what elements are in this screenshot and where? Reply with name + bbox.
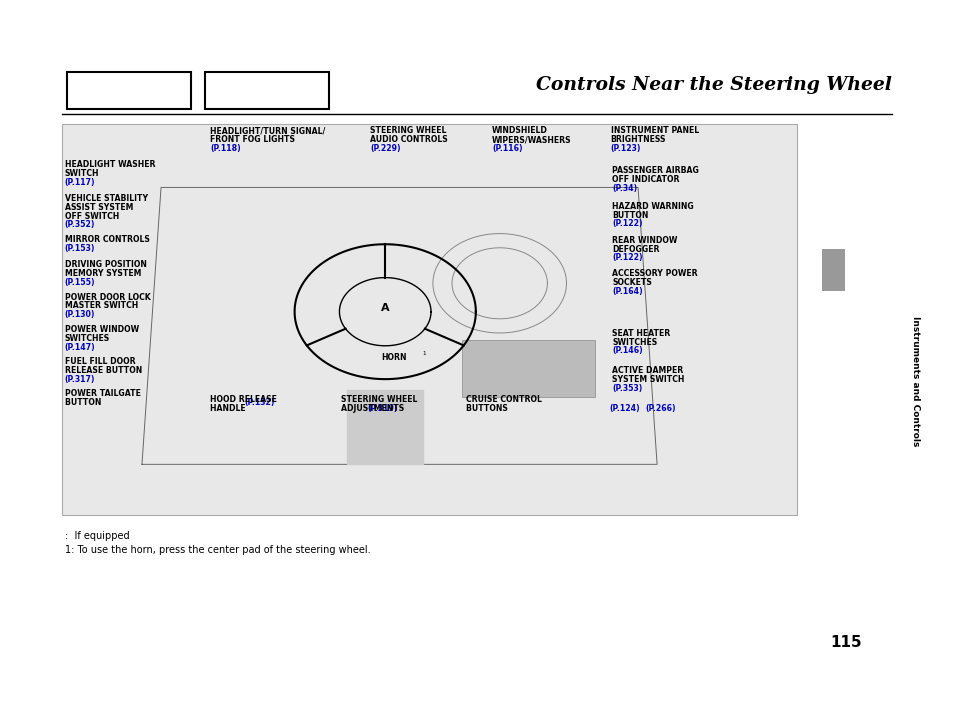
Text: RELEASE BUTTON: RELEASE BUTTON xyxy=(65,366,142,375)
Text: SWITCHES: SWITCHES xyxy=(65,334,110,343)
Text: STEERING WHEEL: STEERING WHEEL xyxy=(370,126,446,136)
Text: (P.122): (P.122) xyxy=(612,219,642,229)
Text: 1: 1 xyxy=(422,351,426,356)
Text: (P.266): (P.266) xyxy=(644,405,675,413)
Text: DRIVING POSITION: DRIVING POSITION xyxy=(65,260,147,269)
Text: MASTER SWITCH: MASTER SWITCH xyxy=(65,301,138,310)
Text: (P.155): (P.155) xyxy=(65,278,95,287)
Text: INSTRUMENT PANEL: INSTRUMENT PANEL xyxy=(610,126,698,136)
Text: (P.317): (P.317) xyxy=(65,375,95,384)
Text: Controls Near the Steering Wheel: Controls Near the Steering Wheel xyxy=(536,76,891,94)
Text: BUTTON: BUTTON xyxy=(612,210,648,219)
Text: SOCKETS: SOCKETS xyxy=(612,278,652,287)
Text: (P.164): (P.164) xyxy=(612,287,642,296)
Text: (P.353): (P.353) xyxy=(612,384,642,393)
Text: 1: To use the horn, press the center pad of the steering wheel.: 1: To use the horn, press the center pad… xyxy=(65,545,370,555)
Bar xyxy=(461,340,595,397)
Text: HANDLE: HANDLE xyxy=(210,405,248,413)
Text: OFF SWITCH: OFF SWITCH xyxy=(65,212,119,221)
Text: SWITCHES: SWITCHES xyxy=(612,337,657,346)
Text: POWER WINDOW: POWER WINDOW xyxy=(65,325,139,334)
Text: (P.122): (P.122) xyxy=(612,253,642,263)
Text: (P.116): (P.116) xyxy=(492,144,522,153)
Text: ASSIST SYSTEM: ASSIST SYSTEM xyxy=(65,203,133,212)
Text: SWITCH: SWITCH xyxy=(65,168,99,178)
Text: POWER DOOR LOCK: POWER DOOR LOCK xyxy=(65,293,151,302)
Bar xyxy=(62,124,796,515)
Text: (P.229): (P.229) xyxy=(370,144,400,153)
Text: STEERING WHEEL: STEERING WHEEL xyxy=(340,395,416,405)
Text: HORN: HORN xyxy=(381,353,407,362)
Text: (P.132): (P.132) xyxy=(244,398,274,407)
Text: DEFOGGER: DEFOGGER xyxy=(612,244,659,253)
Text: :  If equipped: : If equipped xyxy=(65,531,130,541)
Text: BUTTONS: BUTTONS xyxy=(465,405,510,413)
Text: A: A xyxy=(380,303,389,313)
Text: (P.118): (P.118) xyxy=(210,144,240,153)
Text: SEAT HEATER: SEAT HEATER xyxy=(612,329,670,338)
Text: POWER TAILGATE: POWER TAILGATE xyxy=(65,389,141,398)
Text: SYSTEM SWITCH: SYSTEM SWITCH xyxy=(612,375,684,384)
Text: MEMORY SYSTEM: MEMORY SYSTEM xyxy=(65,268,141,278)
Text: HAZARD WARNING: HAZARD WARNING xyxy=(612,202,694,211)
Text: FRONT FOG LIGHTS: FRONT FOG LIGHTS xyxy=(210,135,294,144)
Bar xyxy=(821,248,844,291)
Text: ACCESSORY POWER: ACCESSORY POWER xyxy=(612,269,698,278)
Bar xyxy=(67,72,191,109)
Text: BUTTON: BUTTON xyxy=(65,398,107,407)
Text: HEADLIGHT WASHER: HEADLIGHT WASHER xyxy=(65,160,155,169)
Text: (P.34): (P.34) xyxy=(612,184,637,193)
Text: VEHICLE STABILITY: VEHICLE STABILITY xyxy=(65,194,148,203)
Bar xyxy=(205,72,329,109)
Text: (P.352): (P.352) xyxy=(65,220,95,229)
Text: REAR WINDOW: REAR WINDOW xyxy=(612,236,678,245)
Text: Instruments and Controls: Instruments and Controls xyxy=(910,316,920,447)
Text: FUEL FILL DOOR: FUEL FILL DOOR xyxy=(65,357,135,366)
Text: (P.117): (P.117) xyxy=(65,178,95,187)
Text: AUDIO CONTROLS: AUDIO CONTROLS xyxy=(370,135,447,144)
Text: ACTIVE DAMPER: ACTIVE DAMPER xyxy=(612,366,683,376)
Text: (P.319): (P.319) xyxy=(367,405,396,413)
Text: (P.153): (P.153) xyxy=(65,244,95,253)
Text: MIRROR CONTROLS: MIRROR CONTROLS xyxy=(65,235,150,244)
Text: PASSENGER AIRBAG: PASSENGER AIRBAG xyxy=(612,166,699,175)
Text: WINDSHIELD: WINDSHIELD xyxy=(492,126,548,136)
Text: (P.124): (P.124) xyxy=(609,405,639,413)
Text: OFF INDICATOR: OFF INDICATOR xyxy=(612,175,679,184)
Text: ADJUSTMENTS: ADJUSTMENTS xyxy=(340,405,406,413)
Text: (P.123): (P.123) xyxy=(610,144,640,153)
Text: (P.147): (P.147) xyxy=(65,343,95,352)
Text: 115: 115 xyxy=(829,635,861,650)
Text: BRIGHTNESS: BRIGHTNESS xyxy=(610,135,665,144)
Text: HEADLIGHT/TURN SIGNAL/: HEADLIGHT/TURN SIGNAL/ xyxy=(210,126,325,136)
Text: HOOD RELEASE: HOOD RELEASE xyxy=(210,395,276,405)
Text: (P.146): (P.146) xyxy=(612,346,642,356)
Text: CRUISE CONTROL: CRUISE CONTROL xyxy=(465,395,541,405)
Text: (P.130): (P.130) xyxy=(65,310,95,320)
Text: WIPERS/WASHERS: WIPERS/WASHERS xyxy=(492,135,571,144)
